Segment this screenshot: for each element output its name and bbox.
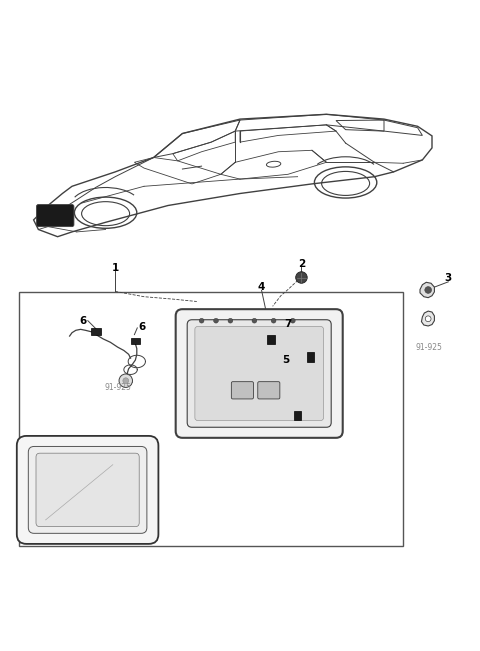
Polygon shape [421,311,434,326]
Text: 6: 6 [79,316,86,326]
FancyBboxPatch shape [36,204,74,227]
Text: 91-925: 91-925 [415,342,442,352]
Bar [294,411,301,420]
Circle shape [228,318,233,323]
Circle shape [214,318,218,323]
Polygon shape [420,283,434,298]
Text: 1: 1 [111,263,119,273]
Text: 5: 5 [282,355,289,365]
Bar [267,335,275,344]
Bar [91,328,101,335]
Circle shape [252,318,257,323]
Circle shape [425,286,432,294]
FancyBboxPatch shape [28,447,147,533]
Text: 4: 4 [258,282,265,292]
Circle shape [199,318,204,323]
Circle shape [271,318,276,323]
Bar [307,352,314,361]
Circle shape [119,374,132,387]
Text: 6: 6 [138,322,146,332]
FancyBboxPatch shape [195,326,324,421]
Text: 2: 2 [298,259,305,269]
FancyBboxPatch shape [231,381,253,399]
FancyBboxPatch shape [176,309,343,438]
Circle shape [290,318,295,323]
FancyBboxPatch shape [36,453,139,527]
FancyBboxPatch shape [187,320,331,427]
Text: 3: 3 [444,273,452,283]
Bar [131,337,140,344]
Text: 91-925: 91-925 [104,383,131,393]
Bar [19,292,403,546]
Text: 7: 7 [284,319,292,329]
FancyBboxPatch shape [258,381,280,399]
Circle shape [123,378,129,383]
Circle shape [296,271,307,283]
Circle shape [425,316,431,322]
FancyBboxPatch shape [17,436,158,544]
